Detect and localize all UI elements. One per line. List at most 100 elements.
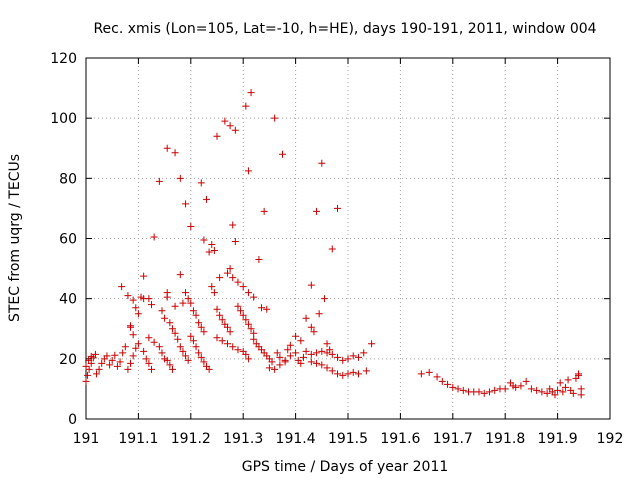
data-point bbox=[166, 319, 174, 327]
data-point bbox=[276, 361, 284, 369]
data-point bbox=[354, 353, 362, 361]
data-point bbox=[158, 349, 166, 357]
data-point bbox=[433, 373, 441, 381]
data-point bbox=[292, 349, 300, 357]
data-point bbox=[200, 358, 208, 366]
data-point bbox=[121, 343, 129, 351]
data-point bbox=[179, 347, 187, 355]
data-point bbox=[512, 383, 520, 391]
x-tick-label: 191.6 bbox=[380, 431, 420, 447]
data-point bbox=[108, 356, 116, 364]
data-point bbox=[307, 358, 315, 366]
data-point bbox=[320, 295, 328, 303]
data-point bbox=[313, 349, 321, 357]
data-point bbox=[163, 293, 171, 301]
data-point bbox=[197, 353, 205, 361]
data-point bbox=[118, 283, 126, 291]
data-point bbox=[480, 389, 488, 397]
data-point bbox=[344, 370, 352, 378]
data-point bbox=[533, 386, 541, 394]
y-tick-label: 20 bbox=[59, 352, 77, 368]
data-point bbox=[297, 359, 305, 367]
data-point bbox=[92, 370, 100, 378]
data-point bbox=[148, 301, 155, 309]
data-point bbox=[318, 361, 326, 369]
data-point bbox=[554, 386, 562, 394]
data-point bbox=[129, 331, 137, 339]
data-point bbox=[205, 248, 213, 256]
data-point bbox=[184, 356, 192, 364]
data-point bbox=[87, 352, 95, 360]
data-point bbox=[103, 352, 111, 360]
data-point bbox=[247, 89, 255, 97]
data-point bbox=[226, 328, 234, 336]
data-point bbox=[323, 340, 331, 348]
data-point bbox=[334, 353, 342, 361]
data-point bbox=[182, 289, 190, 297]
data-point bbox=[279, 150, 286, 158]
data-point bbox=[213, 305, 221, 313]
x-axis-label: GPS time / Days of year 2011 bbox=[242, 459, 449, 475]
data-point bbox=[276, 353, 284, 361]
data-point bbox=[208, 241, 216, 249]
data-point bbox=[161, 314, 169, 322]
data-point bbox=[260, 207, 268, 215]
data-point bbox=[218, 337, 226, 345]
data-point bbox=[171, 302, 179, 310]
data-point bbox=[127, 323, 135, 331]
data-point bbox=[339, 371, 347, 379]
data-point bbox=[360, 349, 368, 357]
data-point bbox=[84, 371, 92, 379]
data-point bbox=[268, 358, 276, 366]
data-point bbox=[163, 144, 171, 152]
data-point bbox=[263, 305, 271, 313]
data-point bbox=[195, 319, 203, 327]
data-point bbox=[229, 343, 237, 351]
data-point bbox=[284, 346, 292, 354]
x-tick-label: 191.9 bbox=[538, 431, 578, 447]
data-point bbox=[221, 117, 229, 125]
data-point bbox=[339, 356, 347, 364]
data-point bbox=[119, 349, 127, 357]
x-tick-label: 191.5 bbox=[328, 431, 368, 447]
y-tick-label: 0 bbox=[68, 412, 77, 428]
data-point bbox=[187, 222, 195, 230]
data-point bbox=[286, 352, 294, 360]
data-point bbox=[444, 380, 452, 388]
data-point bbox=[237, 307, 245, 315]
data-point bbox=[203, 195, 211, 203]
data-point bbox=[171, 329, 179, 337]
data-point bbox=[197, 323, 205, 331]
data-point bbox=[577, 385, 585, 393]
data-point bbox=[132, 344, 140, 352]
data-point bbox=[551, 391, 559, 399]
data-point bbox=[556, 379, 564, 387]
data-point bbox=[459, 386, 467, 394]
y-tick-label: 80 bbox=[59, 171, 77, 187]
x-tick-label: 191.2 bbox=[171, 431, 211, 447]
x-tick-label: 191.8 bbox=[485, 431, 525, 447]
data-point bbox=[231, 238, 239, 246]
data-point bbox=[527, 385, 535, 393]
data-point bbox=[438, 377, 446, 385]
data-point bbox=[166, 361, 174, 369]
data-point bbox=[323, 349, 331, 357]
data-point bbox=[129, 352, 137, 360]
data-point bbox=[91, 350, 99, 358]
data-point bbox=[454, 385, 462, 393]
y-tick-label: 60 bbox=[59, 232, 77, 248]
data-point bbox=[82, 377, 90, 385]
data-point bbox=[155, 177, 163, 185]
data-point bbox=[171, 149, 179, 157]
y-axis-label: STEC from uqrg / TECUs bbox=[7, 154, 23, 322]
data-point bbox=[134, 310, 142, 318]
data-point bbox=[187, 299, 195, 307]
data-point bbox=[271, 365, 279, 373]
data-point bbox=[538, 388, 546, 396]
data-points bbox=[82, 89, 585, 399]
data-point bbox=[145, 359, 153, 367]
data-point bbox=[242, 102, 250, 110]
y-tick-label: 40 bbox=[59, 292, 77, 308]
data-point bbox=[242, 350, 250, 358]
